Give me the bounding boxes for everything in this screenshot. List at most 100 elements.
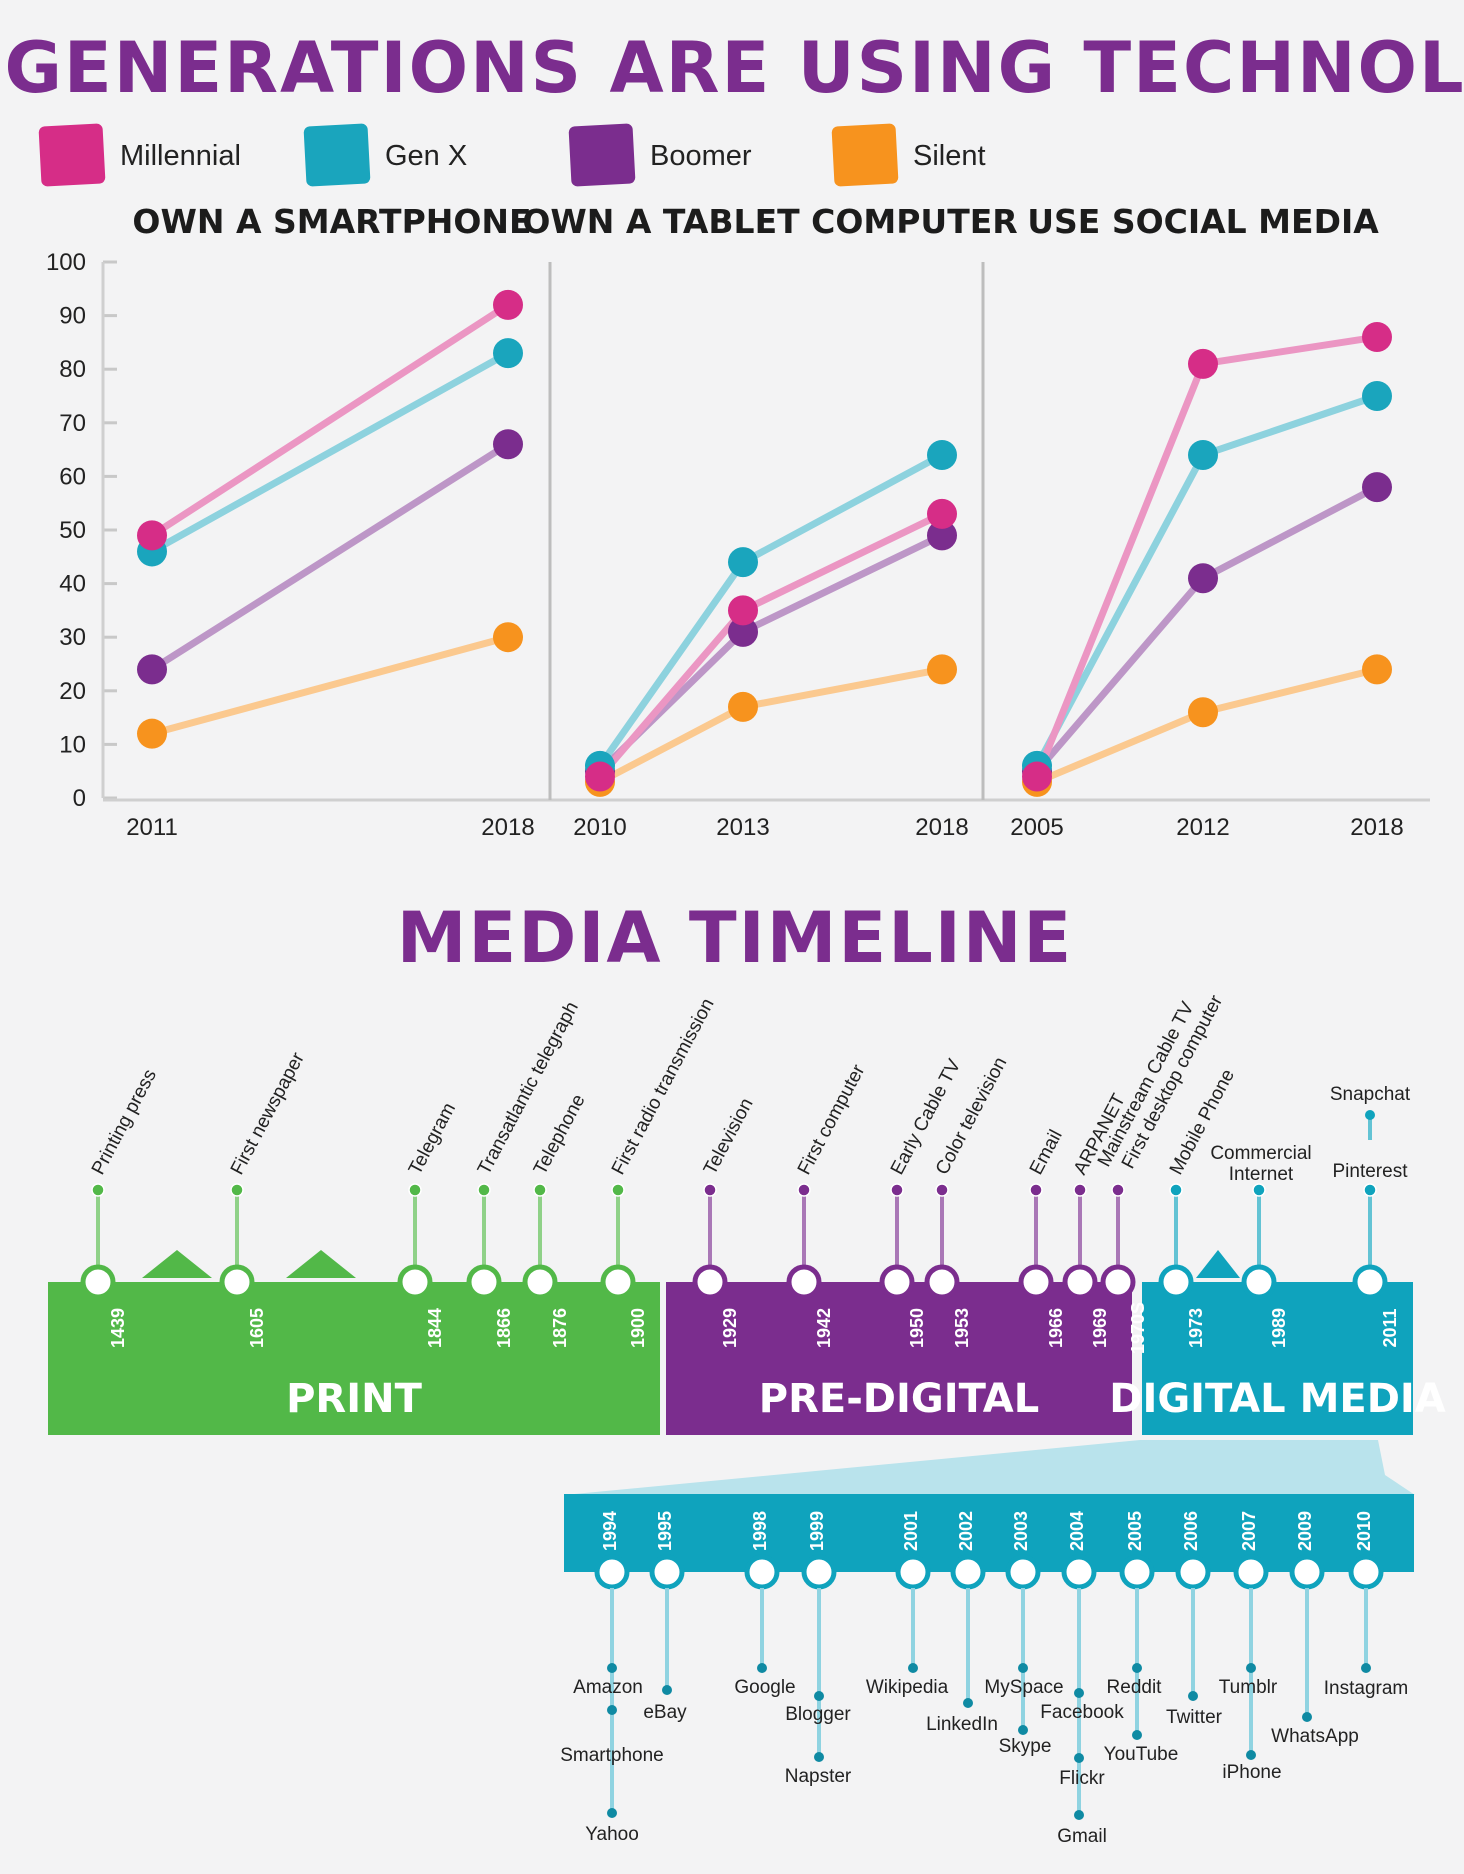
series-line-boomer bbox=[596, 531, 946, 775]
digital-event: 2004 Facebook Flickr Gmail bbox=[1040, 1511, 1124, 1847]
event-year: 1969 bbox=[1090, 1308, 1110, 1348]
band-bar bbox=[48, 1282, 660, 1435]
event-year: 1866 bbox=[494, 1308, 514, 1348]
y-tick-label: 20 bbox=[59, 678, 86, 705]
data-point-silent bbox=[137, 718, 167, 749]
digital-expansion-wedge bbox=[564, 1440, 1415, 1495]
event-year: 2001 bbox=[901, 1511, 921, 1551]
event-pin bbox=[1302, 1712, 1312, 1722]
legend-item-silent: Silent bbox=[831, 123, 986, 187]
event-year: 1973 bbox=[1186, 1308, 1206, 1348]
chart-title: OWN A SMARTPHONE bbox=[132, 202, 531, 241]
y-tick-label: 10 bbox=[59, 731, 86, 758]
event-node bbox=[1348, 1554, 1384, 1590]
data-point-gen-x bbox=[493, 338, 523, 369]
digital-event: 1998 Google bbox=[734, 1511, 795, 1698]
data-point-gen-x bbox=[1362, 381, 1392, 411]
event-pin bbox=[1252, 1183, 1266, 1197]
x-tick-label: 2018 bbox=[915, 814, 968, 841]
band-digital-media: DIGITAL MEDIA bbox=[1109, 1282, 1446, 1435]
band-bar bbox=[666, 1282, 1132, 1435]
event-pin bbox=[935, 1183, 949, 1197]
event-node bbox=[1100, 1264, 1136, 1300]
event-pin bbox=[607, 1705, 617, 1715]
chart-title: OWN A TABLET COMPUTER bbox=[522, 202, 1017, 241]
digital-event: 2007 Tumblr iPhone bbox=[1219, 1511, 1282, 1783]
media-timeline: PRINT PRE-DIGITAL DIGITAL MEDIA 1439 Printin… bbox=[48, 991, 1446, 1847]
legend-label: Silent bbox=[913, 140, 986, 172]
data-point-millennial bbox=[1362, 322, 1392, 353]
data-point-boomer bbox=[493, 429, 523, 460]
event-year: 2004 bbox=[1067, 1511, 1087, 1551]
band-label: PRE-DIGITAL bbox=[759, 1376, 1039, 1422]
legend: Millennial Gen X Boomer Silent bbox=[38, 123, 986, 187]
event-label: First radio transmission bbox=[608, 995, 719, 1178]
band-label: PRINT bbox=[286, 1376, 422, 1422]
data-point-silent bbox=[1362, 654, 1392, 685]
event-pin bbox=[1363, 1183, 1377, 1197]
event-label: Twitter bbox=[1166, 1707, 1223, 1728]
band-print: PRINT bbox=[48, 1282, 660, 1435]
event-pin bbox=[1246, 1663, 1256, 1673]
data-point-silent bbox=[493, 622, 523, 653]
event-label: Printing press bbox=[88, 1066, 161, 1178]
event-node bbox=[649, 1554, 685, 1590]
legend-swatch bbox=[38, 123, 106, 187]
event-node bbox=[1233, 1554, 1269, 1590]
y-tick-label: 0 bbox=[73, 785, 86, 812]
event-label: Reddit bbox=[1107, 1677, 1163, 1698]
event-pin bbox=[1246, 1750, 1256, 1760]
event-node bbox=[1005, 1554, 1041, 1590]
event-node bbox=[219, 1264, 255, 1300]
event-pin bbox=[1074, 1688, 1084, 1698]
event-year: 1900 bbox=[628, 1308, 648, 1348]
series-line-silent bbox=[148, 633, 512, 738]
event-label: Smartphone bbox=[560, 1745, 664, 1766]
digital-event: 1995 eBay bbox=[643, 1511, 687, 1723]
event-node bbox=[801, 1554, 837, 1590]
event-label: First computer bbox=[794, 1061, 870, 1179]
event-pin bbox=[533, 1183, 547, 1197]
event-pin bbox=[408, 1183, 422, 1197]
event-year: 1844 bbox=[425, 1308, 445, 1348]
event-pin bbox=[1132, 1663, 1142, 1673]
digital-event: 1999 Blogger Napster bbox=[785, 1511, 852, 1787]
event-year: 1605 bbox=[247, 1308, 267, 1348]
data-point-millennial bbox=[927, 498, 957, 529]
x-tick-label: 2018 bbox=[1350, 814, 1403, 841]
event-pin bbox=[1365, 1110, 1375, 1120]
data-point-millennial bbox=[1188, 348, 1218, 379]
y-tick-label: 60 bbox=[59, 463, 86, 490]
event-label: Television bbox=[700, 1095, 758, 1179]
series-line-boomer bbox=[1033, 483, 1381, 775]
digital-event: 2010 Instagram bbox=[1324, 1511, 1408, 1699]
event-label: Skype bbox=[999, 1736, 1052, 1757]
data-point-boomer bbox=[728, 616, 758, 647]
event-pin bbox=[1169, 1183, 1183, 1197]
event-label: MySpace bbox=[984, 1677, 1063, 1698]
y-axis: 0 10 20 30 40 50 60 70 80 90 100 bbox=[46, 249, 1430, 812]
event-pin bbox=[703, 1183, 717, 1197]
event-year: 1942 bbox=[814, 1308, 834, 1348]
event-label: Gmail bbox=[1057, 1826, 1107, 1847]
data-point-boomer bbox=[1362, 472, 1392, 503]
band-bar bbox=[1142, 1282, 1413, 1435]
event-node bbox=[1241, 1264, 1277, 1300]
series-line-boomer bbox=[148, 440, 512, 673]
data-point-gen-x bbox=[927, 439, 957, 470]
event-year: 1970S bbox=[1128, 1302, 1148, 1354]
y-tick-label: 80 bbox=[59, 356, 86, 383]
timeline-event: 1966 Email bbox=[1018, 1127, 1067, 1348]
event-label: Wikipedia bbox=[866, 1677, 949, 1698]
data-point-millennial bbox=[1022, 761, 1052, 792]
event-node bbox=[594, 1554, 630, 1590]
legend-swatch bbox=[303, 123, 371, 187]
event-pin bbox=[963, 1698, 973, 1708]
event-pin bbox=[1073, 1183, 1087, 1197]
event-label: First newspaper bbox=[227, 1049, 309, 1179]
event-year: 1966 bbox=[1046, 1308, 1066, 1348]
event-label: Napster bbox=[785, 1766, 852, 1787]
event-node bbox=[1289, 1554, 1325, 1590]
